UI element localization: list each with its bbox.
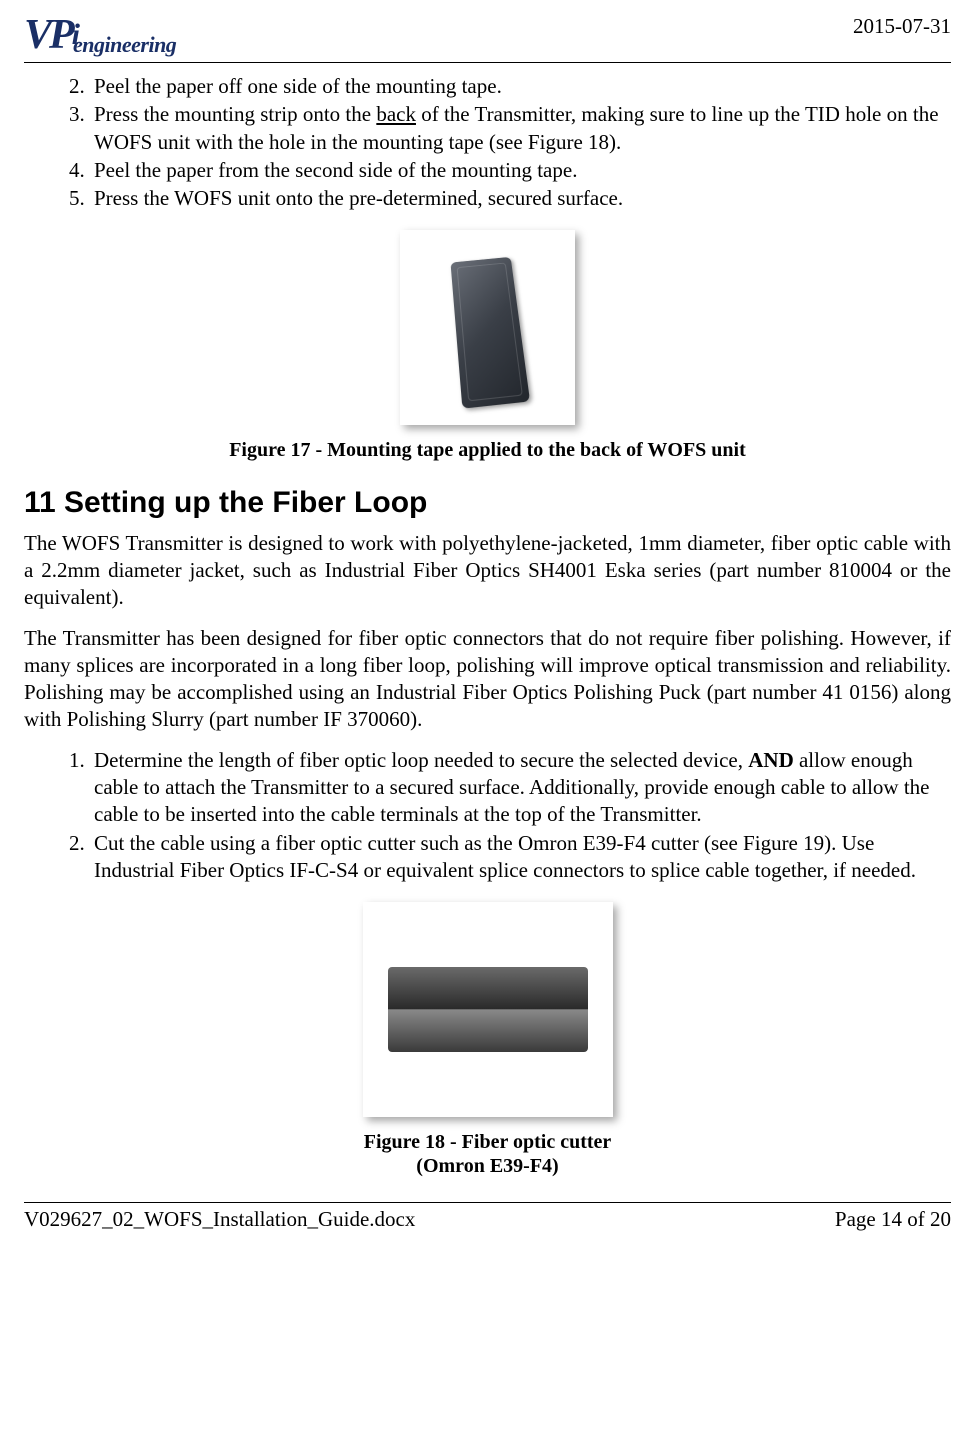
figure-18-caption-line2: (Omron E39-F4) xyxy=(416,1155,558,1177)
footer-rule xyxy=(24,1202,951,1203)
wofs-unit-illustration xyxy=(450,257,530,409)
list-item: Press the WOFS unit onto the pre-determi… xyxy=(90,185,951,212)
logo-sub-text: engineering xyxy=(73,32,176,58)
figure-18-caption: Figure 18 - Fiber optic cutter (Omron E3… xyxy=(24,1131,951,1178)
list-item: Peel the paper from the second side of t… xyxy=(90,157,951,184)
list-item: Determine the length of fiber optic loop… xyxy=(90,747,951,829)
figure-17-image xyxy=(400,230,575,425)
footer-filename: V029627_02_WOFS_Installation_Guide.docx xyxy=(24,1207,415,1232)
section-heading: 11 Setting up the Fiber Loop xyxy=(24,486,951,520)
footer: V029627_02_WOFS_Installation_Guide.docx … xyxy=(24,1207,951,1232)
instruction-list-bottom: Determine the length of fiber optic loop… xyxy=(90,747,951,884)
instruction-list-top: Peel the paper off one side of the mount… xyxy=(90,73,951,212)
logo-main-text: VPi xyxy=(24,17,77,55)
figure-18-caption-line1: Figure 18 - Fiber optic cutter xyxy=(364,1131,612,1153)
section-paragraph-1: The WOFS Transmitter is designed to work… xyxy=(24,530,951,611)
header: VPi engineering 2015-07-31 xyxy=(24,14,951,58)
logo: VPi engineering xyxy=(24,14,176,58)
list-item: Press the mounting strip onto the back o… xyxy=(90,101,951,156)
header-rule xyxy=(24,62,951,63)
list-item: Peel the paper off one side of the mount… xyxy=(90,73,951,100)
list-item: Cut the cable using a fiber optic cutter… xyxy=(90,830,951,885)
figure-18-image xyxy=(363,902,613,1117)
fiber-cutter-illustration xyxy=(388,967,588,1052)
document-date: 2015-07-31 xyxy=(853,14,951,39)
figure-17-caption: Figure 17 - Mounting tape applied to the… xyxy=(24,439,951,462)
section-paragraph-2: The Transmitter has been designed for fi… xyxy=(24,625,951,733)
footer-page: Page 14 of 20 xyxy=(835,1207,951,1232)
